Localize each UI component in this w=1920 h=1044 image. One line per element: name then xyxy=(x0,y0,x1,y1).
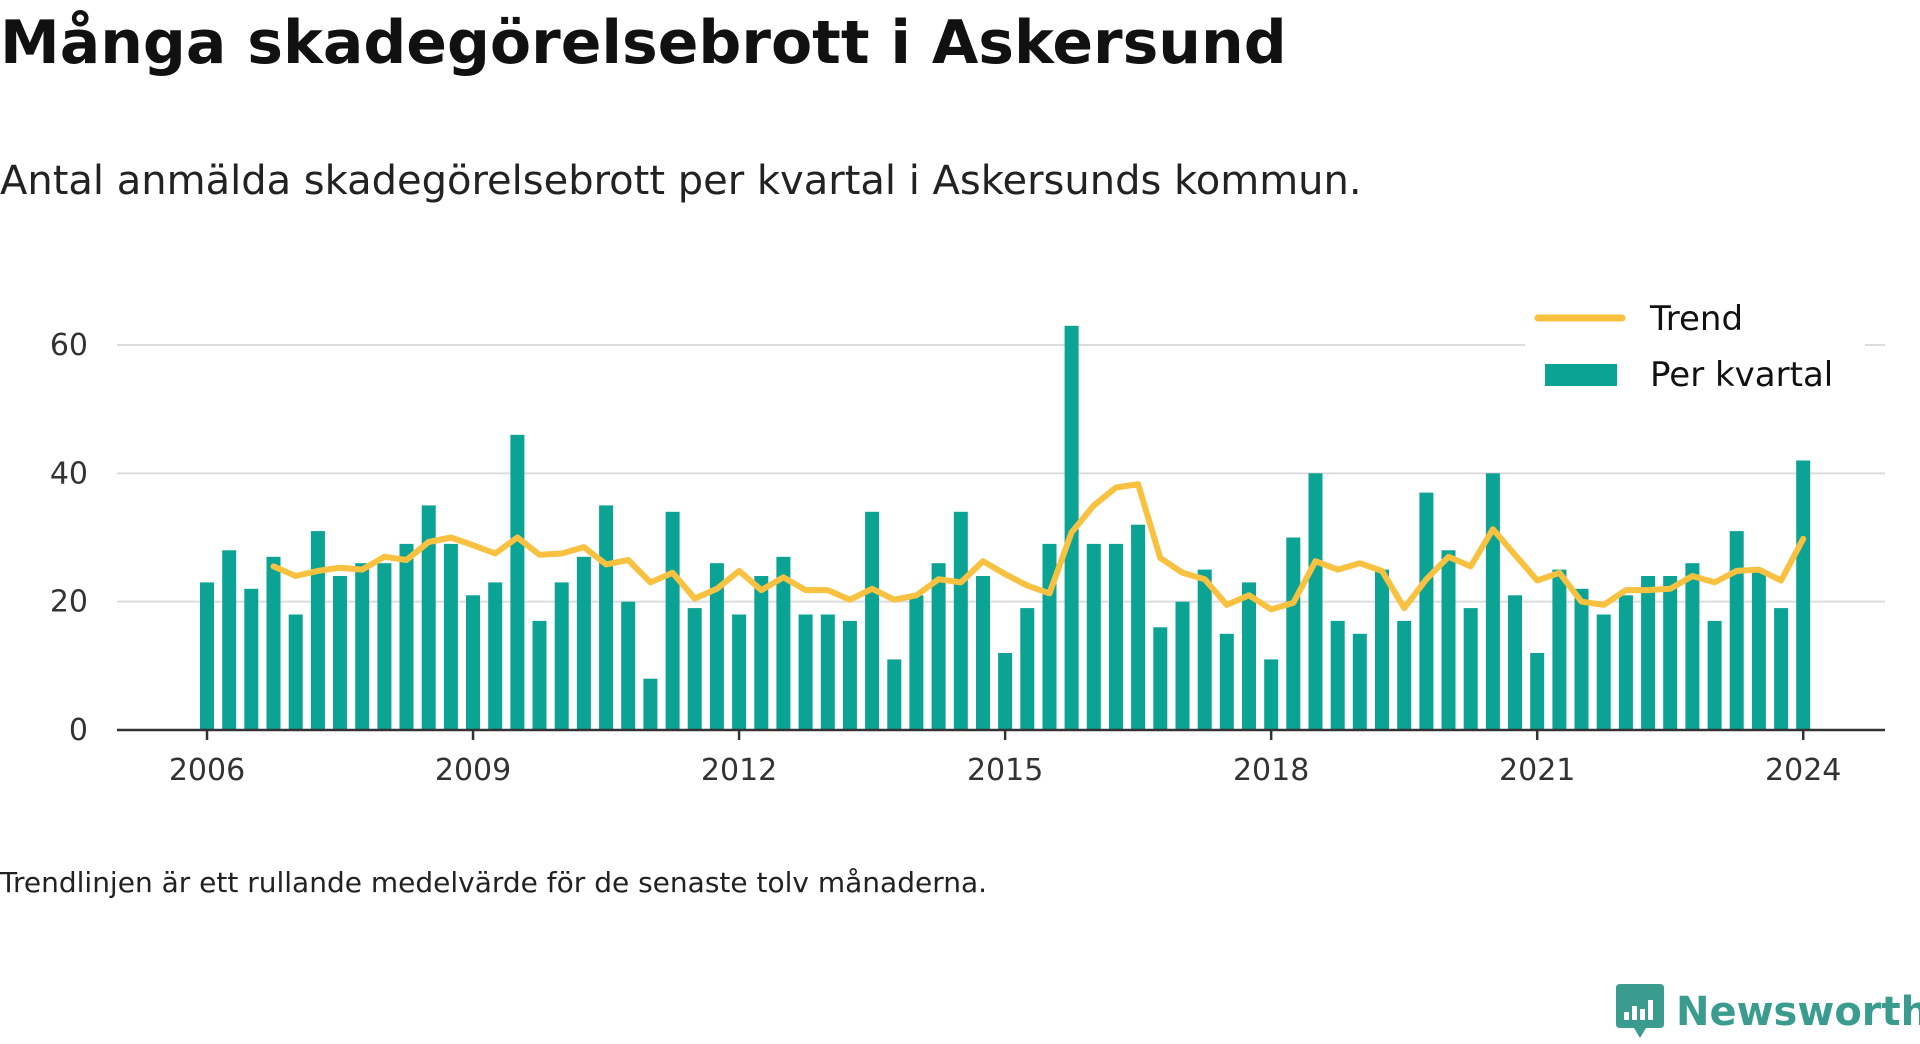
bar xyxy=(621,601,636,730)
y-tick-label: 0 xyxy=(69,713,88,748)
bar xyxy=(754,576,769,730)
bar xyxy=(1352,633,1367,731)
bar xyxy=(1197,569,1212,730)
bar xyxy=(1618,595,1633,731)
footnote: Trendlinjen är ett rullande medelvärde f… xyxy=(0,866,988,899)
bar xyxy=(1175,601,1190,730)
bar xyxy=(1020,608,1035,730)
bar xyxy=(665,511,680,730)
bar xyxy=(1264,659,1279,730)
bar-series xyxy=(200,325,1811,731)
bar xyxy=(1774,608,1789,730)
bar xyxy=(1552,569,1567,730)
bar xyxy=(1485,473,1500,730)
y-tick-label: 20 xyxy=(50,585,88,620)
x-tick-label: 2006 xyxy=(169,753,245,788)
bar xyxy=(976,576,990,730)
bar xyxy=(1131,524,1146,730)
bar xyxy=(310,531,325,730)
bar xyxy=(1242,582,1256,730)
legend-background xyxy=(1525,290,1865,408)
bar xyxy=(931,563,946,730)
bar xyxy=(266,556,281,731)
x-tick-label: 2021 xyxy=(1499,753,1575,788)
bar xyxy=(1153,627,1168,730)
bar xyxy=(532,620,547,730)
bar xyxy=(1330,620,1345,730)
legend-bar-swatch xyxy=(1545,364,1617,386)
x-tick-label: 2009 xyxy=(435,753,511,788)
bar xyxy=(333,576,347,730)
bar xyxy=(599,505,614,730)
bar xyxy=(1574,588,1589,730)
x-tick-label: 2024 xyxy=(1765,753,1841,788)
bar xyxy=(909,595,924,731)
trend-series xyxy=(270,481,1807,613)
bar xyxy=(643,678,658,730)
bar xyxy=(1375,569,1389,730)
bar xyxy=(1707,620,1722,730)
bar xyxy=(377,563,392,730)
bar xyxy=(1419,492,1434,730)
bar xyxy=(554,582,569,730)
bar xyxy=(709,563,724,730)
bar xyxy=(488,582,503,730)
legend: Trend Per kvartal xyxy=(1525,290,1865,408)
bar xyxy=(1086,543,1101,730)
bar xyxy=(1508,595,1522,731)
bar xyxy=(1441,550,1456,730)
bar xyxy=(865,511,880,730)
bar xyxy=(1596,614,1611,730)
newsworthy-logo-icon xyxy=(1616,984,1664,1038)
bar xyxy=(1219,633,1234,731)
y-tick-label: 40 xyxy=(50,456,88,491)
bar xyxy=(1663,576,1678,730)
bar xyxy=(1308,473,1323,730)
bar xyxy=(1397,620,1412,730)
x-tick-label: 2018 xyxy=(1233,753,1309,788)
bar xyxy=(798,614,813,730)
bar xyxy=(399,543,414,730)
chart-subtitle: Antal anmälda skadegörelsebrott per kvar… xyxy=(0,158,1362,204)
trend-line xyxy=(270,481,1807,613)
bar xyxy=(842,620,857,730)
chart-title: Många skadegörelsebrott i Askersund xyxy=(0,8,1287,78)
bar xyxy=(1729,531,1744,730)
newsworthy-logo: Newsworthy xyxy=(1614,980,1920,1044)
bar xyxy=(421,505,436,730)
bar xyxy=(288,614,303,730)
bar xyxy=(1286,537,1301,730)
newsworthy-wordmark: Newsworthy xyxy=(1676,989,1920,1035)
bar xyxy=(1796,460,1811,730)
bar xyxy=(687,608,702,730)
x-tick-label: 2015 xyxy=(967,753,1043,788)
legend-bar-label: Per kvartal xyxy=(1650,355,1833,395)
axes: 2006 2009 2012 2015 2018 2021 2024 xyxy=(117,728,1885,788)
bar xyxy=(510,434,525,730)
bar xyxy=(820,614,835,730)
bar xyxy=(887,659,902,730)
legend-trend-label: Trend xyxy=(1649,299,1743,339)
bar xyxy=(466,595,480,731)
bar xyxy=(998,653,1013,730)
bar xyxy=(1530,653,1545,730)
bar xyxy=(244,588,259,730)
bar xyxy=(355,563,370,730)
bar xyxy=(953,511,968,730)
bar xyxy=(1641,576,1656,730)
bar xyxy=(222,550,237,730)
bar xyxy=(1685,563,1700,730)
bar xyxy=(1463,608,1478,730)
bar xyxy=(443,543,458,730)
bar xyxy=(776,556,791,731)
bar xyxy=(200,582,214,730)
bar xyxy=(732,614,747,730)
y-tick-label: 60 xyxy=(50,328,88,363)
x-tick-label: 2012 xyxy=(701,753,777,788)
bar xyxy=(576,556,591,731)
bar xyxy=(1751,569,1766,730)
bar xyxy=(1109,543,1123,730)
chart-area: 0 20 40 60 2006 2009 2012 2015 2018 2021 2024 Tre… xyxy=(50,290,1885,788)
